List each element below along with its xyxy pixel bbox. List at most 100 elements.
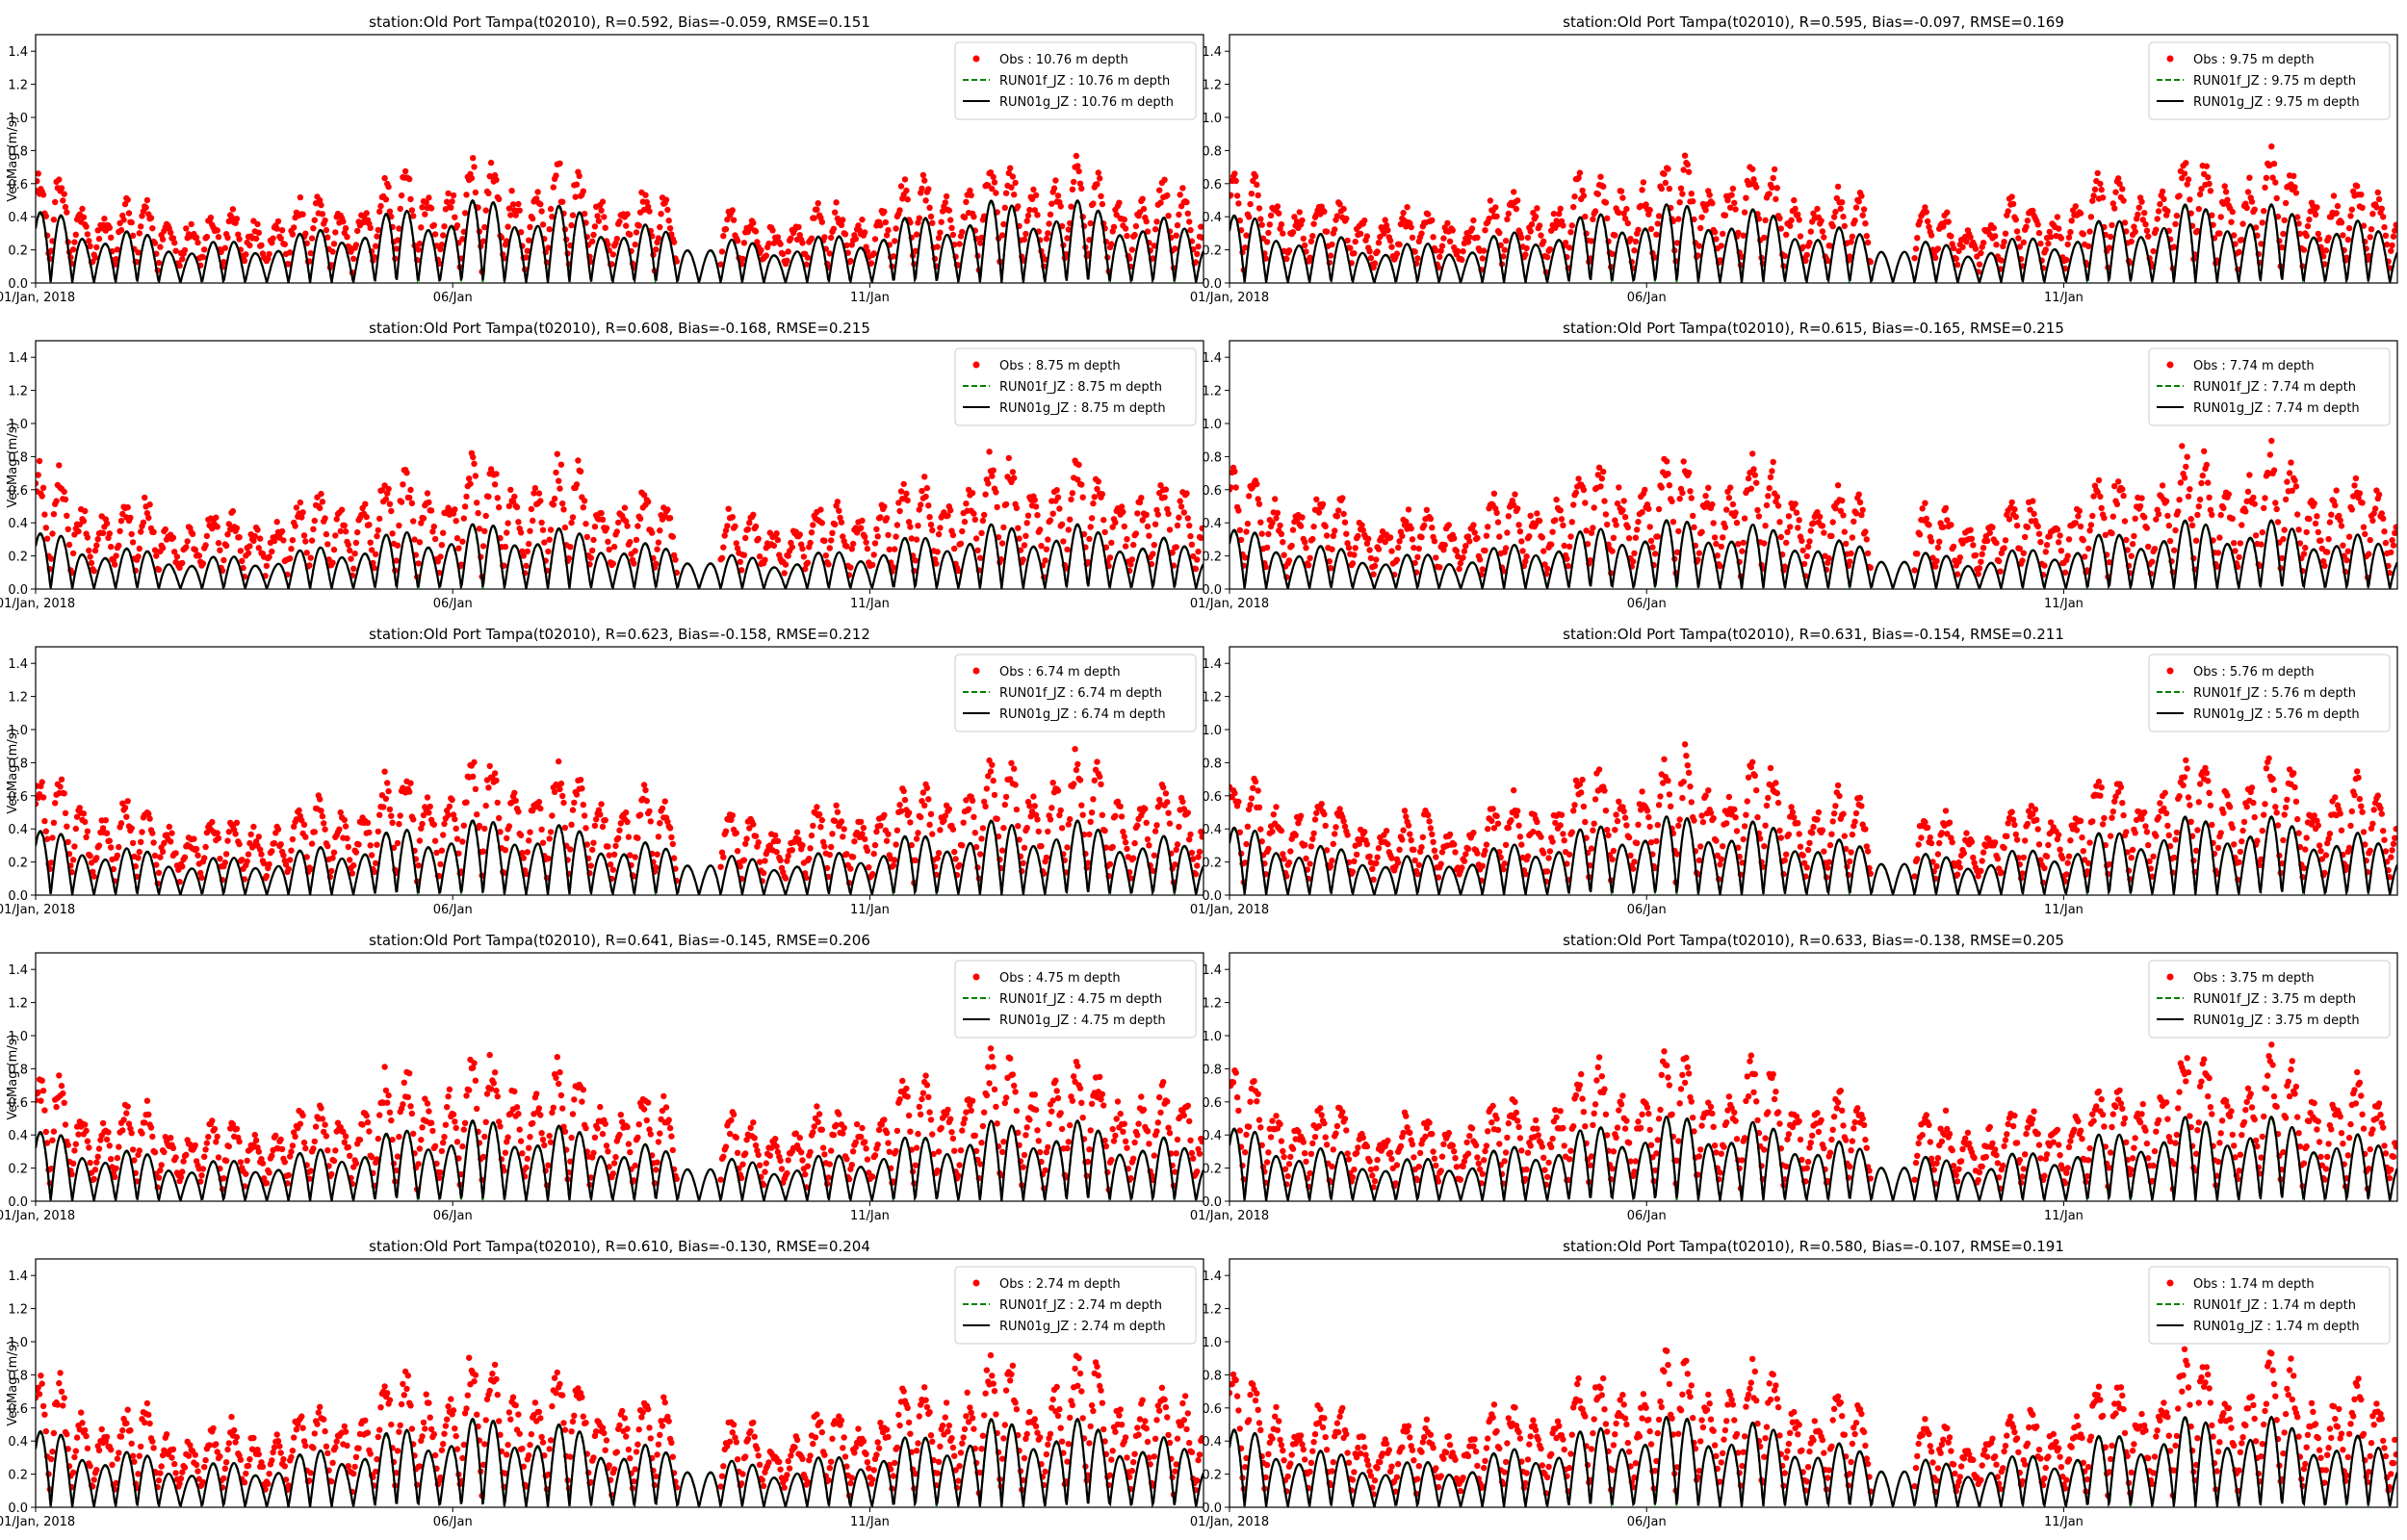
obs-point [983,785,991,792]
obs-point [1244,823,1252,830]
obs-point [1124,845,1130,853]
obs-point [1847,253,1853,260]
obs-point [338,506,346,513]
obs-point [1685,769,1693,776]
obs-point [1374,854,1381,860]
obs-point [397,812,403,819]
obs-point [1651,864,1659,872]
obs-point [1344,540,1351,547]
obs-point [1518,234,1525,242]
obs-point [1020,860,1026,866]
obs-point [103,830,111,836]
obs-point [862,533,868,540]
obs-point [1619,507,1626,514]
obs-point [2185,176,2192,183]
y-tick-label: 0.8 [1202,144,1222,159]
obs-point [833,802,840,808]
obs-point [646,808,653,815]
obs-point [847,564,854,571]
obs-point [1570,808,1577,814]
obs-point [1933,557,1940,565]
legend-marker [972,55,980,63]
obs-point [411,536,418,543]
obs-point [91,873,97,880]
obs-point [350,565,357,572]
obs-point [437,860,444,868]
obs-point [849,540,857,548]
obs-point [742,840,749,847]
obs-point [987,768,995,775]
obs-point [1588,529,1595,536]
obs-point [826,851,833,859]
obs-point [280,537,287,544]
obs-point [617,820,624,827]
obs-point [2164,512,2171,520]
obs-point [2058,235,2065,242]
run01g-line [1229,519,2397,589]
obs-point [1022,532,1029,539]
obs-point [1455,247,1462,255]
obs-point [1464,533,1472,540]
obs-point [2251,206,2258,213]
obs-point [1395,860,1402,866]
legend-entry-run01g: RUN01g_JZ : 7.74 m depth [2193,401,2360,416]
obs-point [841,231,849,238]
obs-point [550,184,556,191]
obs-point [821,843,828,850]
obs-point [1549,838,1556,845]
obs-point [2022,533,2029,541]
obs-point [1992,233,1999,240]
obs-point [330,546,338,553]
obs-point [128,218,135,226]
obs-point [1313,809,1320,816]
obs-point [1635,821,1642,828]
obs-point [1068,496,1074,503]
obs-point [670,855,678,861]
obs-point [129,539,137,546]
obs-point [1047,816,1054,823]
y-tick-label: 1.4 [1202,45,1222,60]
obs-point [2378,510,2385,517]
obs-point [1252,173,1259,180]
obs-point [1151,243,1158,249]
obs-point [162,526,168,533]
obs-point [2322,247,2330,254]
obs-point [2251,500,2258,507]
obs-point [2380,214,2387,220]
obs-point [849,854,857,860]
obs-point [2306,216,2313,223]
obs-point [323,530,330,538]
obs-point [590,536,597,544]
obs-point [569,514,577,521]
obs-point [526,837,532,844]
obs-point [1855,198,1862,205]
obs-point [368,547,375,553]
obs-point [289,231,297,238]
obs-point [1187,532,1194,540]
obs-point [643,198,650,206]
obs-point [1246,493,1253,500]
obs-point [2031,510,2037,518]
obs-point [1071,781,1077,787]
obs-point [396,225,402,232]
obs-point [2019,557,2026,564]
obs-point [1143,819,1150,826]
obs-point [913,536,920,543]
obs-point [908,535,915,542]
obs-point [1777,533,1785,541]
obs-point [1388,548,1395,554]
obs-point [971,510,977,517]
legend-entry-run01g: RUN01g_JZ : 10.76 m depth [999,95,1174,110]
obs-point [598,801,605,808]
obs-point [159,236,167,243]
obs-point [505,823,513,830]
obs-point [1466,234,1473,241]
obs-point [1013,504,1021,511]
obs-point [1749,166,1756,172]
obs-point [1558,516,1566,523]
obs-series [36,746,1204,887]
obs-point [1518,538,1525,545]
obs-point [2222,189,2230,195]
obs-point [1590,827,1596,834]
obs-point [324,541,331,548]
